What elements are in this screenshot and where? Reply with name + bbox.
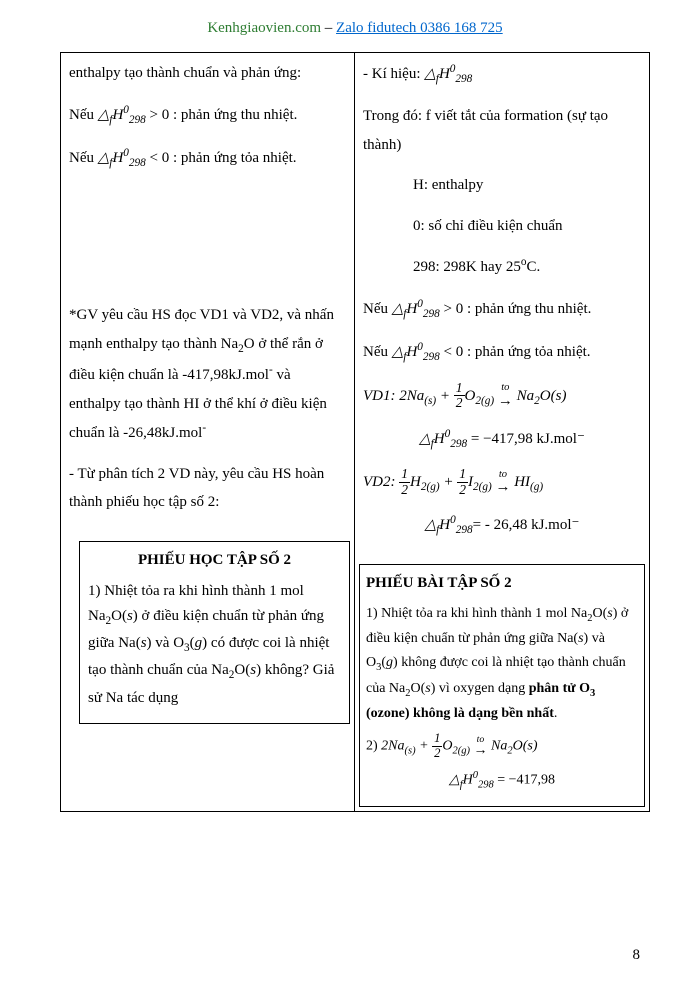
delta-fh-symbol: △fH0298 [98, 107, 146, 123]
delta-fh-symbol: △fH0298 [424, 66, 472, 82]
left-column: enthalpy tạo thành chuẩn và phản ứng: Nế… [61, 53, 355, 811]
page-number: 8 [633, 947, 641, 964]
right-p1: - Kí hiệu: △fH0298 [363, 59, 641, 90]
delta-fh-symbol: △fH0298 [392, 344, 440, 360]
delta-fh-symbol: △fH0298 [392, 301, 440, 317]
left-p3: Nếu △fH0298 < 0 : phản ứng tỏa nhiệt. [69, 143, 346, 174]
right-box-q2: 2) 2Na(s) + 12O2(g) to→ Na2O(s) [366, 732, 638, 761]
vd1-result: △fH0298 = −417,98 kJ.mol⁻ [363, 424, 641, 455]
left-p5: - Từ phân tích 2 VD này, yêu cầu HS hoàn… [69, 460, 346, 517]
left-box-title: PHIẾU HỌC TẬP SỐ 2 [88, 552, 341, 569]
contact-link[interactable]: Zalo fidutech 0386 168 725 [336, 20, 503, 36]
right-p5: 298: 298K hay 25oC. [363, 252, 641, 282]
site-name: Kenhgiaovien.com [207, 20, 321, 36]
vd2-result: △fH0298= - 26,48 kJ.mol⁻ [363, 510, 641, 541]
content-table: enthalpy tạo thành chuẩn và phản ứng: Nế… [60, 52, 650, 812]
left-worksheet-box: PHIẾU HỌC TẬP SỐ 2 1) Nhiệt tỏa ra khi h… [79, 541, 350, 724]
left-p4: *GV yêu cầu HS đọc VD1 và VD2, và nhấn m… [69, 301, 346, 447]
right-worksheet-box: PHIẾU BÀI TẬP SỐ 2 1) Nhiệt tỏa ra khi h… [359, 564, 645, 808]
right-column: - Kí hiệu: △fH0298 Trong đó: f viết tắt … [355, 53, 649, 811]
left-p2: Nếu △fH0298 > 0 : phản ứng thu nhiệt. [69, 100, 346, 131]
right-box-title: PHIẾU BÀI TẬP SỐ 2 [366, 575, 638, 592]
page-header: Kenhgiaovien.com – Zalo fidutech 0386 16… [60, 20, 650, 37]
right-p2: Trong đó: f viết tắt của formation (sự t… [363, 102, 641, 159]
left-p1: enthalpy tạo thành chuẩn và phản ứng: [69, 59, 346, 88]
vd1-equation: VD1: 2Na(s) + 12O2(g) to→ Na2O(s) [363, 381, 641, 412]
right-p7: Nếu △fH0298 < 0 : phản ứng tỏa nhiệt. [363, 337, 641, 368]
right-p4: 0: số chỉ điều kiện chuẩn [363, 212, 641, 241]
vd2-equation: VD2: 12H2(g) + 12I2(g) to→ HI(g) [363, 467, 641, 498]
right-p6: Nếu △fH0298 > 0 : phản ứng thu nhiệt. [363, 294, 641, 325]
right-box-q2-result: △fH0298 = −417,98 [366, 767, 638, 794]
right-box-q1: 1) Nhiệt tỏa ra khi hình thành 1 mol Na2… [366, 602, 638, 727]
right-p3: H: enthalpy [363, 171, 641, 200]
separator: – [321, 20, 336, 36]
delta-fh-symbol: △fH0298 [98, 150, 146, 166]
left-box-q1: 1) Nhiệt tỏa ra khi hình thành 1 mol Na2… [88, 579, 341, 711]
